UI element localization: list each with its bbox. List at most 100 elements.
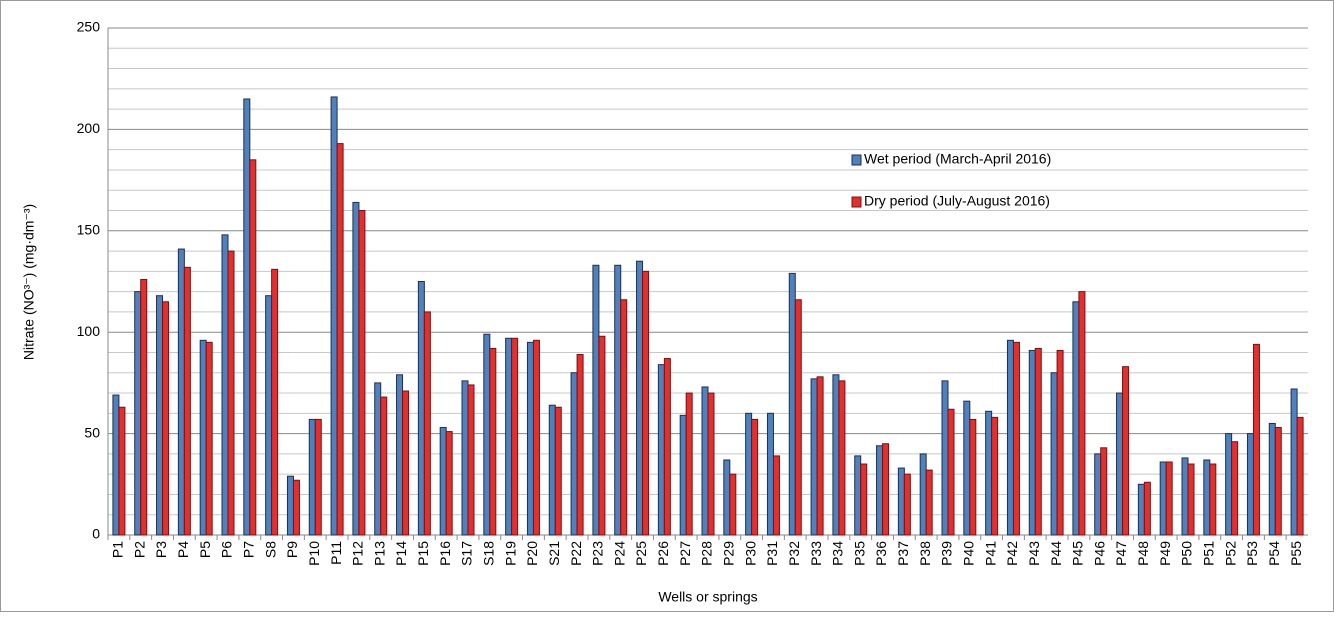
bar: [526, 341, 534, 536]
bar: [140, 278, 148, 536]
bar: [265, 295, 273, 536]
bar: [467, 384, 475, 536]
x-tick-label: P50: [1179, 541, 1195, 566]
bar: [1159, 461, 1167, 536]
legend-label: Dry period (July-August 2016): [864, 193, 1050, 209]
x-tick-label: P6: [219, 541, 235, 558]
bar: [1268, 422, 1276, 536]
bar: [483, 333, 491, 536]
bar: [374, 382, 382, 536]
y-tick-label: 100: [77, 323, 101, 339]
x-tick-label: P2: [131, 541, 147, 558]
bar: [963, 400, 971, 536]
x-tick-label: P5: [197, 541, 213, 558]
bar: [854, 455, 862, 536]
bar: [1252, 343, 1260, 536]
x-tick-label: P49: [1157, 541, 1173, 566]
x-tick-label: P25: [633, 541, 649, 566]
x-tick-label: P16: [437, 541, 453, 566]
x-tick-label: P23: [590, 541, 606, 566]
bar: [657, 364, 665, 536]
bar: [614, 264, 622, 536]
bar: [286, 475, 294, 536]
bar: [598, 335, 606, 536]
bar: [1165, 461, 1173, 536]
bar: [336, 143, 344, 536]
bar: [919, 453, 927, 536]
bar: [1078, 291, 1086, 536]
x-tick-label: P30: [742, 541, 758, 566]
x-tick-label: P29: [721, 541, 737, 566]
bar: [330, 96, 338, 536]
bar: [985, 410, 993, 536]
x-tick-label: P40: [961, 541, 977, 566]
bar: [396, 374, 404, 536]
x-tick-label: P35: [851, 541, 867, 566]
bar: [941, 380, 949, 536]
x-tick-label: P54: [1266, 541, 1282, 566]
bar: [947, 408, 955, 536]
x-tick-label: P37: [895, 541, 911, 566]
x-tick-label: P9: [284, 541, 300, 558]
bar: [1012, 341, 1020, 536]
bar: [162, 301, 170, 536]
bar: [620, 299, 628, 536]
bar: [969, 418, 977, 536]
bar: [489, 347, 497, 536]
bar: [925, 469, 933, 536]
bar: [788, 272, 796, 536]
bar: [402, 390, 410, 536]
x-tick-label: S18: [481, 541, 497, 566]
bar: [832, 374, 840, 536]
bar: [685, 392, 693, 536]
x-tick-label: P38: [917, 541, 933, 566]
bar: [751, 418, 759, 536]
x-tick-label: P44: [1048, 541, 1064, 566]
x-tick-label: P19: [502, 541, 518, 566]
bar: [271, 268, 279, 536]
x-tick-label: P47: [1113, 541, 1129, 566]
x-tick-label: P11: [328, 541, 344, 565]
y-tick-label: 250: [77, 19, 101, 35]
bar: [1143, 481, 1151, 536]
bar: [642, 270, 650, 536]
bar: [308, 418, 316, 536]
x-tick-label: P10: [306, 541, 322, 566]
bar: [1203, 459, 1211, 536]
x-tick-label: P15: [415, 541, 431, 566]
bar: [134, 291, 142, 536]
bar: [838, 380, 846, 536]
x-tick-label: P14: [393, 541, 409, 566]
bar: [1209, 463, 1217, 536]
bar: [1296, 416, 1304, 536]
x-tick-label: P51: [1201, 541, 1217, 566]
bar: [1072, 301, 1080, 536]
bar: [423, 311, 431, 536]
bar: [679, 414, 687, 536]
bar: [701, 386, 709, 536]
bar: [1225, 433, 1233, 536]
bar: [532, 339, 540, 536]
bar: [592, 264, 600, 536]
y-tick-label: 0: [92, 526, 100, 542]
bar: [1187, 463, 1195, 536]
bar: [1034, 347, 1042, 536]
x-tick-label: P52: [1222, 541, 1238, 566]
x-tick-label: P13: [371, 541, 387, 566]
bar: [745, 412, 753, 536]
bar: [199, 339, 207, 536]
bar: [570, 372, 578, 536]
x-tick-label: P42: [1004, 541, 1020, 566]
bar: [445, 431, 453, 536]
bar: [766, 412, 774, 536]
x-tick-label: P53: [1244, 541, 1260, 566]
legend-swatch: [851, 196, 862, 208]
x-tick-label: P41: [982, 541, 998, 566]
bar: [358, 210, 366, 536]
bar: [249, 159, 257, 536]
x-tick-label: P3: [153, 541, 169, 558]
x-tick-label: P4: [175, 541, 191, 558]
x-tick-label: P31: [764, 541, 780, 566]
y-axis-title: Nitrate (NO³⁻) (mg·dm⁻³): [21, 204, 37, 360]
